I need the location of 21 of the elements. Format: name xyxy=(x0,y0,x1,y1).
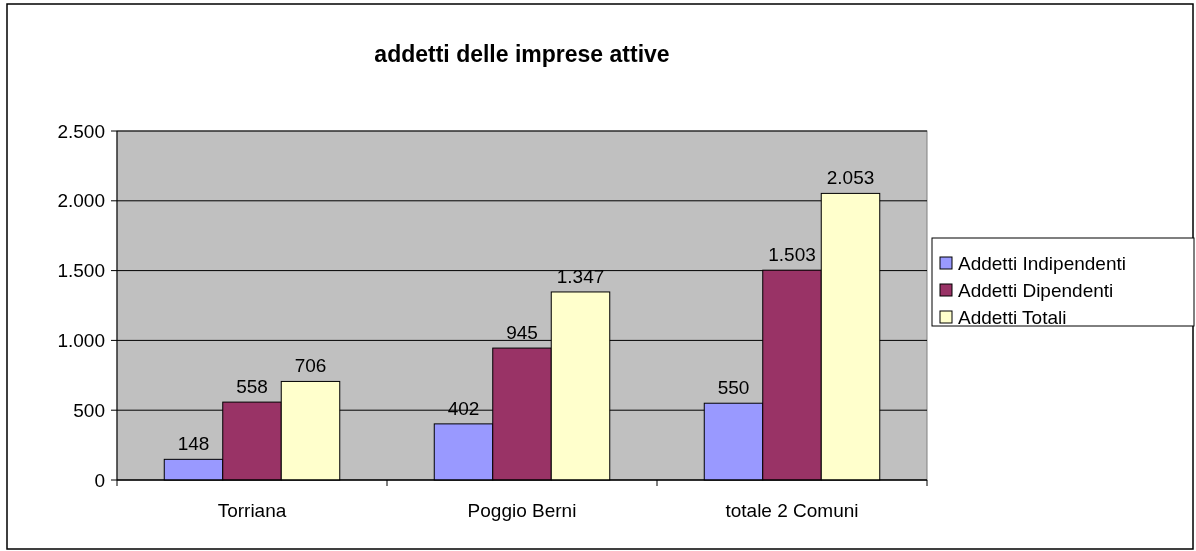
y-tick-label: 2.500 xyxy=(57,120,105,142)
data-label: 706 xyxy=(294,355,327,377)
data-label: 558 xyxy=(236,376,268,398)
y-tick-label: 500 xyxy=(73,399,105,421)
data-label: 550 xyxy=(717,377,750,399)
data-label: 945 xyxy=(506,322,538,344)
chart-title: addetti delle imprese attive xyxy=(374,41,670,67)
data-label: 1.503 xyxy=(768,244,816,266)
y-tick-label: 0 xyxy=(94,469,105,491)
x-tick-label: Torriana xyxy=(217,500,287,521)
y-tick-label: 2.000 xyxy=(57,190,105,212)
data-label: 2.053 xyxy=(826,167,875,189)
data-label: 148 xyxy=(177,433,210,455)
legend-label: Addetti Indipendenti xyxy=(958,252,1126,274)
x-tick-label: Poggio Berni xyxy=(467,500,577,521)
y-tick-label: 1.000 xyxy=(57,330,105,352)
data-label: 1.347 xyxy=(556,265,605,287)
legend-label: Addetti Totali xyxy=(958,306,1067,328)
x-tick-label: totale 2 Comuni xyxy=(725,500,859,521)
legend-label: Addetti Dipendenti xyxy=(958,279,1114,301)
y-tick-label: 1.500 xyxy=(57,260,105,282)
